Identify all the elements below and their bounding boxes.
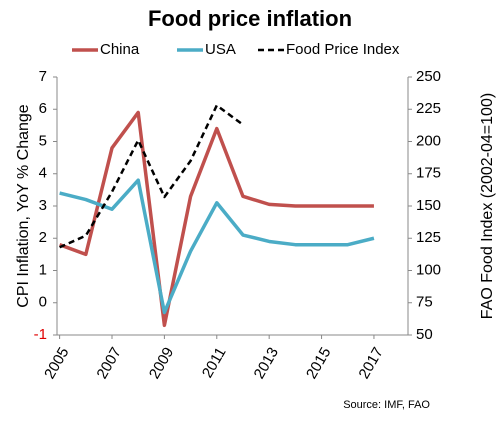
series-line: [59, 178, 375, 315]
y2-tick-label: 150: [416, 197, 441, 214]
y2-tick-label: 125: [416, 229, 441, 246]
y2-tick-label: 100: [416, 261, 441, 278]
y2-tick-label: 250: [416, 68, 441, 85]
x-tick-label: 2009: [146, 344, 177, 381]
legend-label: Food Price Index: [286, 41, 400, 58]
y-tick-label: 1: [39, 261, 47, 278]
x-tick-label: 2013: [251, 344, 282, 381]
y-tick-label: -1: [34, 326, 47, 343]
chart-title: Food price inflation: [148, 6, 352, 31]
y-axis-title: CPI Inflation, YoY % Change: [15, 104, 32, 308]
y2-axis-title: FAO Food Index (2002-04=100): [479, 93, 496, 319]
y-tick-label: 3: [39, 197, 47, 214]
x-tick-label: 2005: [41, 344, 72, 381]
y-tick-label: 2: [39, 229, 47, 246]
series-line: [59, 104, 244, 249]
series-line: [59, 110, 374, 328]
y2-tick-label: 75: [416, 294, 433, 311]
y2-tick-label: 50: [416, 326, 433, 343]
y-tick-label: 4: [39, 165, 47, 182]
y-tick-label: 0: [39, 294, 47, 311]
y-tick-label: 6: [39, 100, 47, 117]
y-tick-label: 5: [39, 132, 47, 149]
legend-label: China: [100, 41, 140, 58]
x-tick-label: 2011: [199, 344, 230, 380]
y2-tick-label: 225: [416, 100, 441, 117]
x-tick-label: 2017: [355, 344, 386, 381]
legend-label: USA: [205, 41, 236, 58]
y-tick-label: 7: [39, 68, 47, 85]
x-tick-label: 2007: [93, 344, 124, 381]
y2-tick-label: 200: [416, 132, 441, 149]
y2-tick-label: 175: [416, 165, 441, 182]
source: Source: IMF, FAO: [343, 399, 430, 411]
x-tick-label: 2015: [303, 344, 334, 381]
